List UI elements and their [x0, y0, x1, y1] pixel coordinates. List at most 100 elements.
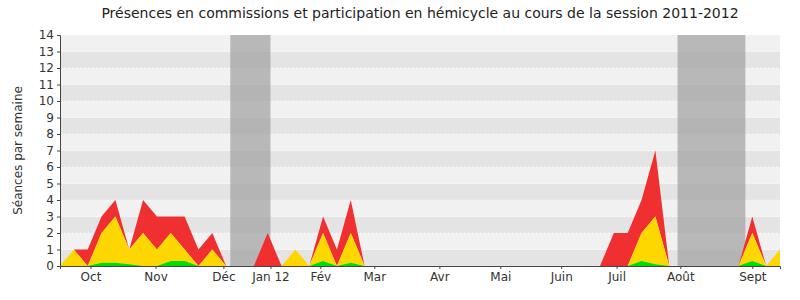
grid-band [60, 134, 780, 151]
grid-band [60, 151, 780, 168]
tick-mark [57, 101, 60, 102]
tick-mark [57, 85, 60, 86]
grid-band [60, 167, 780, 184]
grid-band [60, 200, 780, 217]
tick-mark [57, 184, 60, 185]
tick-label: Déc [212, 270, 235, 284]
grid-band [60, 68, 780, 85]
tick: 0 [46, 259, 60, 273]
tick-label: Jan 12 [251, 270, 290, 284]
vacation-band [230, 35, 270, 266]
x-axis: Oct Nov Déc Jan 12 Fév Mar Avr Mai Juin Juil Août S… [61, 266, 781, 284]
tick: Mar [363, 266, 386, 284]
area [60, 217, 780, 267]
title: Présences en commissions et participatio… [101, 5, 738, 21]
tick: 6 [46, 160, 60, 174]
tick-mark [57, 118, 60, 119]
tick: 3 [46, 210, 60, 224]
tick-label: 11 [39, 78, 54, 92]
tick-label: 10 [39, 94, 54, 108]
tick-label: Mar [363, 270, 386, 284]
axis-line [57, 36, 61, 267]
tick: Juil [607, 266, 626, 284]
tick: Août [667, 266, 695, 284]
grid-line [60, 150, 780, 151]
tick: 12 [39, 61, 60, 75]
tick-label: 0 [46, 259, 54, 273]
grid-line [60, 35, 780, 36]
grid-band [60, 101, 780, 118]
tick: 10 [39, 94, 60, 108]
tick: 4 [46, 193, 60, 207]
tick: 7 [46, 144, 60, 158]
tick-mark [57, 250, 60, 251]
grid-line [60, 167, 780, 168]
grid-band [60, 52, 780, 69]
tick-mark [57, 68, 60, 69]
tick-label: Sept [739, 270, 767, 284]
grid-line [60, 134, 780, 135]
tick-label: Avr [430, 270, 450, 284]
grid-line [60, 68, 780, 69]
grid-line [60, 183, 780, 184]
grid-line [60, 84, 780, 85]
tick-label: Nov [144, 270, 167, 284]
tick: Déc [212, 266, 235, 284]
grid-line [60, 200, 780, 201]
grid-line [60, 51, 780, 52]
tick: 9 [46, 111, 60, 125]
tick-label: 3 [46, 210, 54, 224]
tick-label: Juin [550, 270, 573, 284]
tick-label: Juil [607, 270, 626, 284]
tick-mark [57, 200, 60, 201]
tick-mark [57, 35, 60, 36]
tick-mark [57, 233, 60, 234]
tick: Juin [550, 266, 573, 284]
area [60, 151, 780, 267]
tick: Fév [310, 266, 331, 284]
background [60, 35, 780, 266]
tick-label: 2 [46, 226, 54, 240]
plot-area [60, 35, 780, 266]
tick-label: 8 [46, 127, 54, 141]
tick: Sept [739, 266, 767, 284]
tick: 13 [39, 45, 60, 59]
tick-label: Mai [490, 270, 511, 284]
tick: Nov [144, 266, 167, 284]
tick: 5 [46, 177, 60, 191]
tick-label: 6 [46, 160, 54, 174]
tick-label: 9 [46, 111, 54, 125]
grid-line [60, 101, 780, 102]
tick: 2 [46, 226, 60, 240]
vacation-band [678, 35, 746, 266]
chart: 01234567891011121314OctNovDécJan 12FévMa… [0, 0, 800, 300]
tick-label: 13 [39, 45, 54, 59]
tick-label: Fév [310, 270, 331, 284]
tick-label: 1 [46, 243, 54, 257]
tick-label: Oct [81, 270, 102, 284]
tick-label: 5 [46, 177, 54, 191]
y-axis: 01234567891011121314 [39, 28, 61, 273]
tick: Oct [81, 266, 102, 284]
tick-mark [57, 52, 60, 53]
tick-mark [57, 167, 60, 168]
y-axis-title: Séances par semaine [11, 86, 25, 215]
tick-label: 12 [39, 61, 54, 75]
grid-band [60, 85, 780, 102]
tick-mark [57, 217, 60, 218]
tick: 11 [39, 78, 60, 92]
tick: Jan 12 [251, 266, 290, 284]
tick-mark [57, 151, 60, 152]
tick: 14 [39, 28, 60, 42]
grid-line [60, 117, 780, 118]
tick: 8 [46, 127, 60, 141]
tick-label: 4 [46, 193, 54, 207]
tick-mark [57, 134, 60, 135]
grid-band [60, 184, 780, 201]
area [60, 261, 780, 266]
grid-band [60, 118, 780, 135]
tick: Avr [430, 266, 450, 284]
tick: 1 [46, 243, 60, 257]
tick-label: 7 [46, 144, 54, 158]
grid-band [60, 35, 780, 52]
